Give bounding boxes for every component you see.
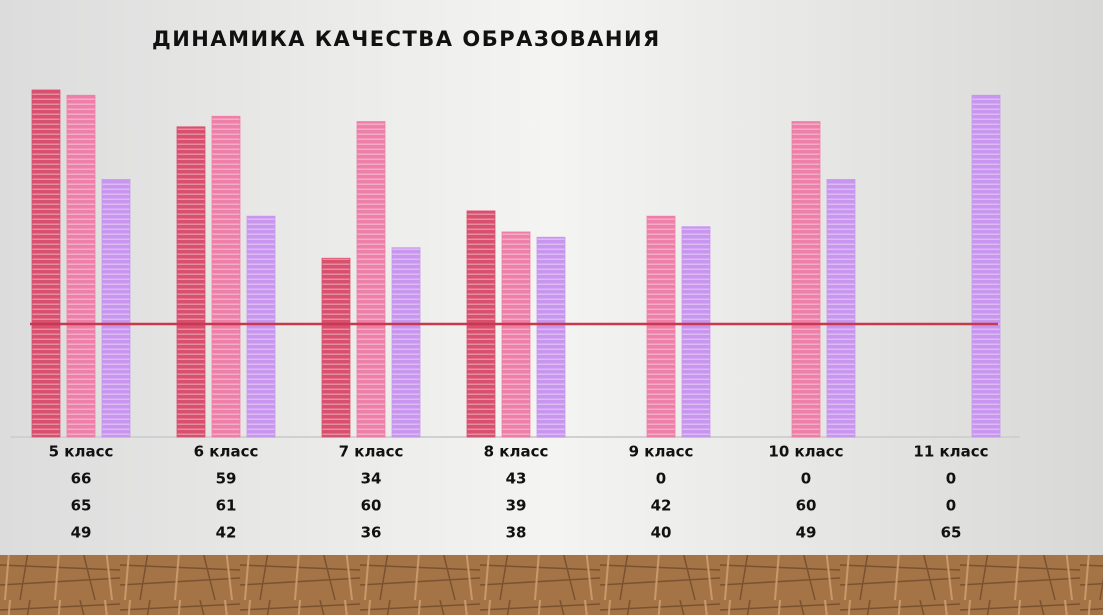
bar (246, 215, 276, 438)
category-label: 8 класс (484, 443, 549, 461)
table-value: 49 (796, 524, 817, 542)
table-value: 49 (71, 524, 92, 542)
floor (0, 555, 1103, 615)
table-value: 0 (656, 470, 666, 488)
bar (101, 178, 131, 438)
category-label: 5 класс (49, 443, 114, 461)
table-value: 38 (506, 524, 527, 542)
table-value: 65 (941, 524, 962, 542)
table-value: 0 (946, 497, 956, 515)
table-value: 42 (651, 497, 672, 515)
bar (211, 115, 241, 438)
bar (501, 231, 531, 438)
category-label: 6 класс (194, 443, 259, 461)
table-value: 39 (506, 497, 527, 515)
bar (536, 236, 566, 438)
table-value: 60 (361, 497, 382, 515)
table-value: 65 (71, 497, 92, 515)
bar (31, 89, 61, 438)
table-value: 34 (361, 470, 382, 488)
bar (66, 94, 96, 438)
table-value: 40 (651, 524, 672, 542)
table-value: 59 (216, 470, 237, 488)
bar (971, 94, 1001, 438)
bar (321, 257, 351, 438)
category-label: 11 класс (913, 443, 988, 461)
table-value: 61 (216, 497, 237, 515)
category-label: 7 класс (339, 443, 404, 461)
category-label: 10 класс (768, 443, 843, 461)
chart-title: ДИНАМИКА КАЧЕСТВА ОБРАЗОВАНИЯ (152, 27, 661, 51)
table-value: 36 (361, 524, 382, 542)
bar (791, 121, 821, 438)
bar (826, 178, 856, 438)
table-value: 43 (506, 470, 527, 488)
category-label: 9 класс (629, 443, 694, 461)
table-value: 0 (946, 470, 956, 488)
table-value: 66 (71, 470, 92, 488)
table-value: 60 (796, 497, 817, 515)
table-value: 0 (801, 470, 811, 488)
bar (391, 247, 421, 438)
bar (176, 126, 206, 438)
bar (646, 215, 676, 438)
bar (681, 226, 711, 438)
bar (356, 121, 386, 438)
table-value: 42 (216, 524, 237, 542)
